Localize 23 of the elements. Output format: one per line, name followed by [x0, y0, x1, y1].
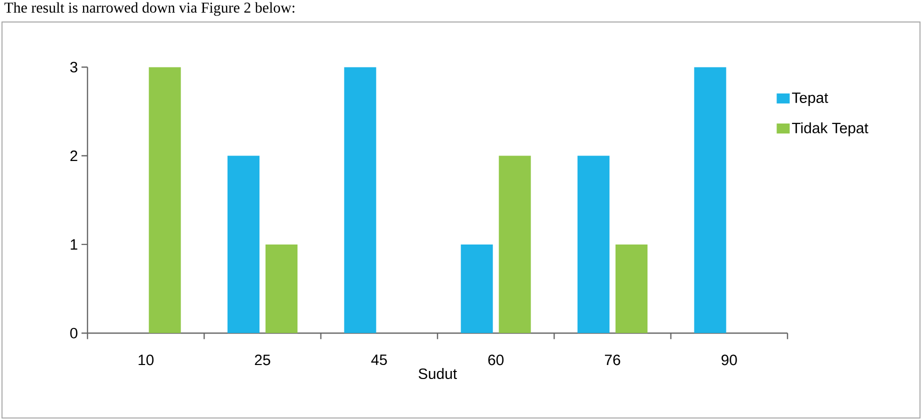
bar	[460, 244, 493, 334]
bar	[578, 156, 610, 334]
bar	[228, 156, 260, 334]
x-tick-label: 76	[604, 354, 620, 366]
x-axis-title: Sudut	[418, 368, 457, 380]
text: The result is narrowed down via Figure 2 below:	[4, 2, 294, 16]
y-tick-label: 1	[70, 239, 78, 250]
legend-label: Tepat	[792, 92, 828, 106]
bar	[148, 67, 181, 334]
x-tick-label: 10	[138, 354, 154, 366]
bar	[694, 67, 726, 334]
x-tick-label: 25	[254, 354, 270, 366]
x-tick-label: 60	[488, 354, 504, 366]
bar	[616, 244, 648, 334]
bar	[266, 244, 298, 334]
y-tick-label: 2	[70, 150, 78, 161]
x-tick-label: 90	[722, 354, 737, 366]
x-tick-label: 45	[371, 354, 387, 366]
bar	[498, 156, 531, 334]
y-tick-label: 3	[70, 62, 78, 72]
y-tick-label: 0	[70, 328, 78, 338]
legend-label: Tidak Tepat	[792, 122, 868, 136]
bar	[344, 67, 376, 334]
